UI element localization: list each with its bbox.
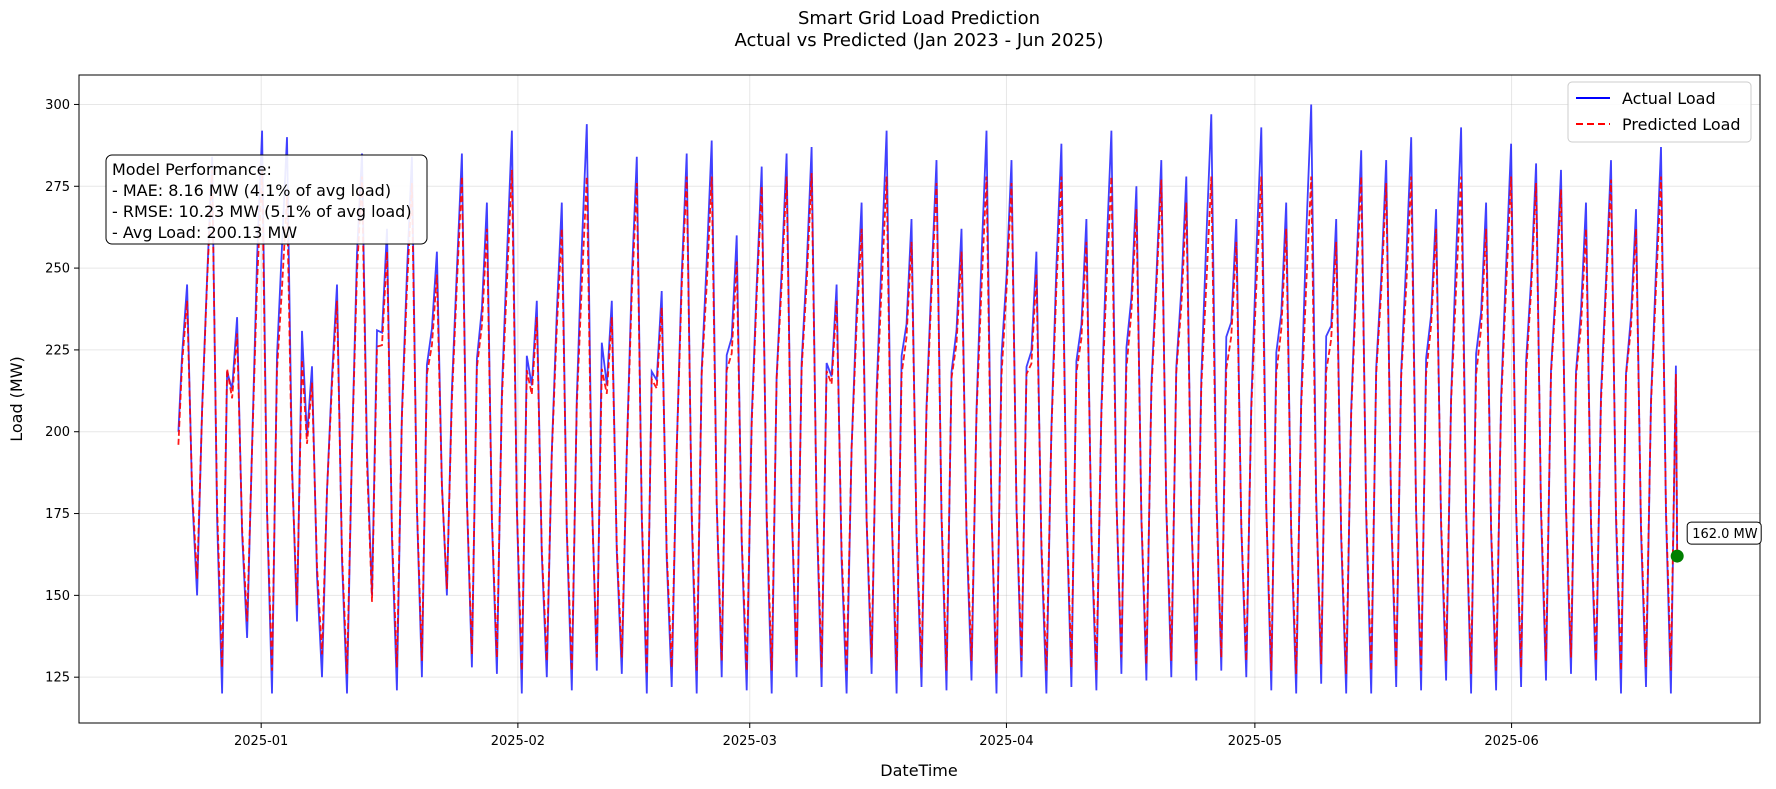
legend-frame — [1567, 81, 1752, 143]
series-line-predicted-load — [177, 169, 1679, 674]
x-axis-label: DateTime — [880, 761, 957, 780]
performance-mae: - MAE: 8.16 MW (4.1% of avg load) — [112, 181, 391, 200]
series-layer — [177, 104, 1679, 694]
performance-box-frame — [105, 154, 428, 245]
last-point-annotation: 162.0 MW — [1670, 521, 1762, 563]
performance-avg-load: - Avg Load: 200.13 MW — [112, 223, 297, 242]
y-axis-ticks: 125 150 175 200 225 250 275 300 — [45, 98, 79, 686]
y-axis-label: Load (MW) — [7, 356, 26, 442]
x-tick-label: 2025-03 — [723, 734, 777, 749]
performance-title: Model Performance: — [112, 160, 272, 179]
x-tick-label: 2025-01 — [234, 734, 288, 749]
chart-title: Smart Grid Load Prediction — [798, 8, 1040, 29]
y-tick-label: 200 — [45, 425, 70, 440]
y-tick-label: 175 — [45, 507, 70, 522]
y-tick-label: 275 — [45, 180, 70, 195]
performance-box: Model Performance: - MAE: 8.16 MW (4.1% … — [105, 154, 428, 245]
last-point-label: 162.0 MW — [1692, 527, 1758, 542]
y-tick-label: 125 — [45, 671, 70, 686]
last-point-label-frame — [1686, 521, 1762, 545]
legend-label-predicted-load: Predicted Load — [1622, 115, 1741, 134]
x-tick-label: 2025-02 — [491, 734, 545, 749]
y-tick-label: 225 — [45, 343, 70, 358]
last-point-marker — [1670, 549, 1684, 563]
x-tick-label: 2025-04 — [979, 734, 1033, 749]
grid-layer — [79, 75, 1760, 723]
y-tick-label: 300 — [45, 98, 70, 113]
legend: Actual Load Predicted Load — [1567, 81, 1752, 143]
legend-label-actual-load: Actual Load — [1622, 89, 1716, 108]
x-tick-label: 2025-05 — [1228, 734, 1282, 749]
x-tick-label: 2025-06 — [1484, 734, 1538, 749]
performance-rmse: - RMSE: 10.23 MW (5.1% of avg load) — [112, 202, 412, 221]
y-tick-label: 250 — [45, 262, 70, 277]
x-axis-ticks: 2025-01 2025-02 2025-03 2025-04 2025-05 2025-… — [234, 723, 1539, 749]
plot-area-frame — [78, 74, 1761, 724]
chart-subtitle: Actual vs Predicted (Jan 2023 - Jun 2025… — [735, 30, 1104, 51]
y-tick-label: 150 — [45, 589, 70, 604]
